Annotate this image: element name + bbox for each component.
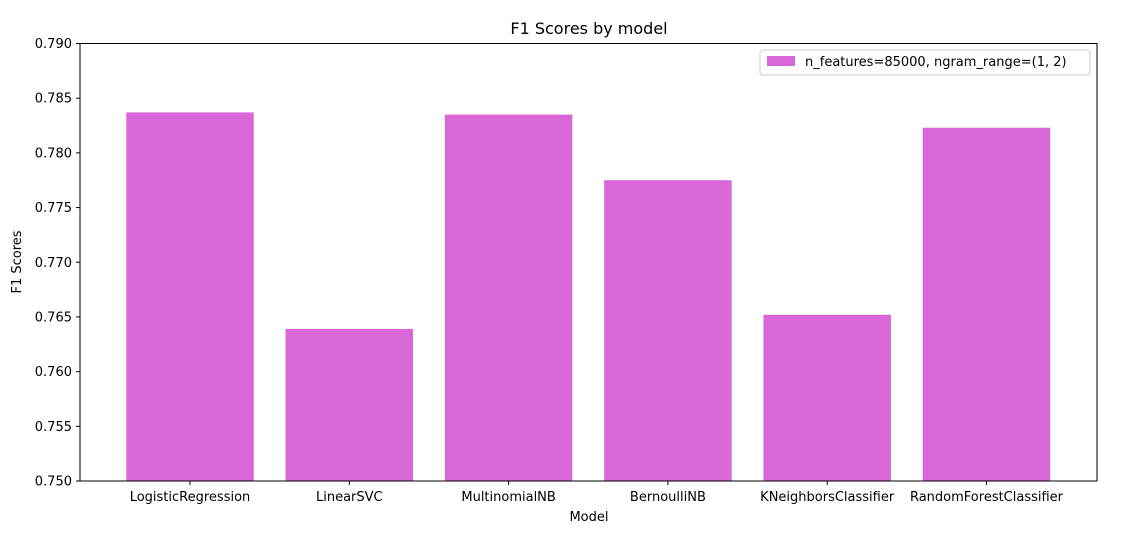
bar-KNeighborsClassifier [763, 314, 891, 481]
x-tick-label: KNeighborsClassifier [760, 490, 895, 505]
y-tick-label: 0.760 [35, 365, 72, 380]
y-tick-label: 0.755 [35, 420, 72, 435]
y-tick-label: 0.785 [35, 92, 72, 107]
y-tick-label: 0.770 [35, 256, 72, 271]
x-tick-label: MultinomialNB [461, 490, 555, 505]
y-axis-title: F1 Scores [10, 230, 25, 293]
x-axis-title: Model [569, 510, 608, 525]
bar-BernoulliNB [604, 180, 732, 481]
y-tick-label: 0.780 [35, 146, 72, 161]
chart-title: F1 Scores by model [510, 19, 667, 38]
bars-group [126, 112, 1051, 481]
x-axis: LogisticRegression LinearSVC MultinomialNB… [130, 481, 1064, 505]
y-tick-label: 0.750 [35, 475, 72, 490]
bar-RandomForestClassifier [922, 127, 1051, 481]
legend: n_features=85000, ngram_range=(1, 2) [759, 49, 1091, 76]
y-axis: 0.750 0.755 0.760 0.765 0.770 0.775 0.780 0.785… [35, 37, 80, 490]
y-tick-label: 0.765 [35, 310, 72, 325]
y-tick-label: 0.790 [35, 37, 72, 52]
x-tick-label: LogisticRegression [130, 490, 251, 505]
x-tick-label: LinearSVC [316, 490, 383, 505]
legend-box [759, 49, 1091, 76]
bar-LogisticRegression [126, 112, 254, 481]
legend-swatch [767, 56, 795, 66]
x-tick-label: BernoulliNB [630, 490, 706, 505]
x-tick-label: RandomForestClassifier [910, 490, 1064, 505]
legend-label: n_features=85000, ngram_range=(1, 2) [805, 55, 1067, 70]
bar-LinearSVC [285, 328, 414, 481]
y-tick-label: 0.775 [35, 201, 72, 216]
bar-MultinomialNB [444, 114, 573, 481]
